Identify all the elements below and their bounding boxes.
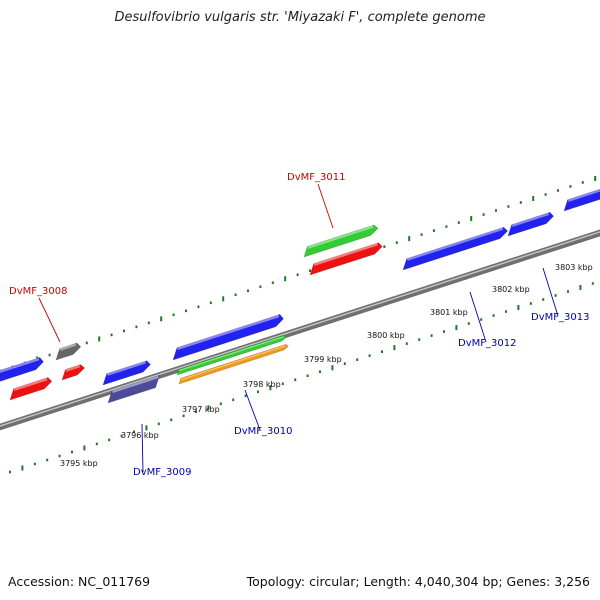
gene-label: DvMF_3011 [287, 172, 345, 183]
label-leader-lines [38, 183, 559, 473]
gene-feature [102, 360, 151, 386]
gene-label: DvMF_3012 [458, 338, 516, 349]
gene-labels: DvMF_3008 DvMF_3009 DvMF_3010 DvMF_3011 DvMF… [9, 172, 589, 478]
gene-feature [176, 334, 287, 376]
backbone-line [0, 229, 600, 431]
gene-feature [107, 374, 161, 404]
leader-line [469, 291, 487, 343]
kbp-label: 3796 kbp [121, 431, 159, 440]
gene-feature [9, 377, 53, 401]
gene-feature-sheen [65, 365, 81, 372]
gene-label: DvMF_3009 [133, 467, 191, 478]
gene-feature [178, 343, 289, 385]
gene-feature-sheen [313, 243, 378, 266]
ticks-forward [0, 175, 597, 373]
gene-feature-sheen [406, 227, 504, 261]
map-title: Desulfovibrio vulgaris str. 'Miyazaki F'… [114, 10, 486, 25]
genome-summary-text: Topology: circular; Length: 4,040,304 bp… [246, 574, 590, 589]
kbp-label: 3795 kbp [60, 459, 98, 468]
leader-line [141, 423, 144, 473]
gene-label: DvMF_3010 [234, 426, 292, 437]
gene-feature-sheen [307, 225, 374, 249]
gene-feature [0, 357, 44, 382]
kbp-label: 3800 kbp [367, 331, 405, 340]
kbp-label: 3803 kbp [555, 263, 593, 272]
genome-backbone [0, 229, 600, 431]
gene-feature [172, 314, 284, 361]
gene-feature-sheen [181, 345, 286, 380]
leader-line [38, 297, 61, 343]
gene-feature [309, 242, 383, 276]
kbp-labels: 3795 kbp 3796 kbp 3797 kbp 3798 kbp 3799 kbp… [60, 263, 593, 468]
gene-label: DvMF_3008 [9, 286, 67, 297]
leader-line [244, 389, 261, 431]
gene-feature [303, 224, 379, 258]
gene-feature-sheen [511, 212, 550, 227]
gene-feature-sheen [13, 377, 48, 391]
kbp-label: 3799 kbp [304, 355, 342, 364]
kbp-label: 3798 kbp [243, 380, 281, 389]
backbone-highlight [0, 231, 600, 427]
gene-feature-sheen [567, 189, 600, 202]
leader-line [542, 267, 559, 317]
gene-feature-sheen [0, 357, 40, 373]
gene-feature [61, 364, 86, 381]
gene-features [0, 188, 600, 404]
gene-feature-sheen [106, 361, 147, 376]
gene-feature [563, 188, 600, 212]
kbp-label: 3797 kbp [182, 405, 220, 414]
gene-feature-sheen [179, 336, 284, 371]
gene-feature-sheen [112, 375, 160, 393]
ticks-reverse [9, 282, 594, 474]
gene-feature-sheen [177, 314, 280, 350]
gene-feature [402, 226, 509, 271]
kbp-label: 3801 kbp [430, 308, 468, 317]
gene-feature [55, 342, 82, 361]
gene-label: DvMF_3013 [531, 312, 589, 323]
leader-line [317, 183, 334, 229]
gene-feature-sheen [59, 343, 77, 351]
kbp-label: 3802 kbp [492, 285, 530, 294]
accession-text: Accession: NC_011769 [8, 574, 151, 589]
gene-feature [507, 211, 555, 237]
